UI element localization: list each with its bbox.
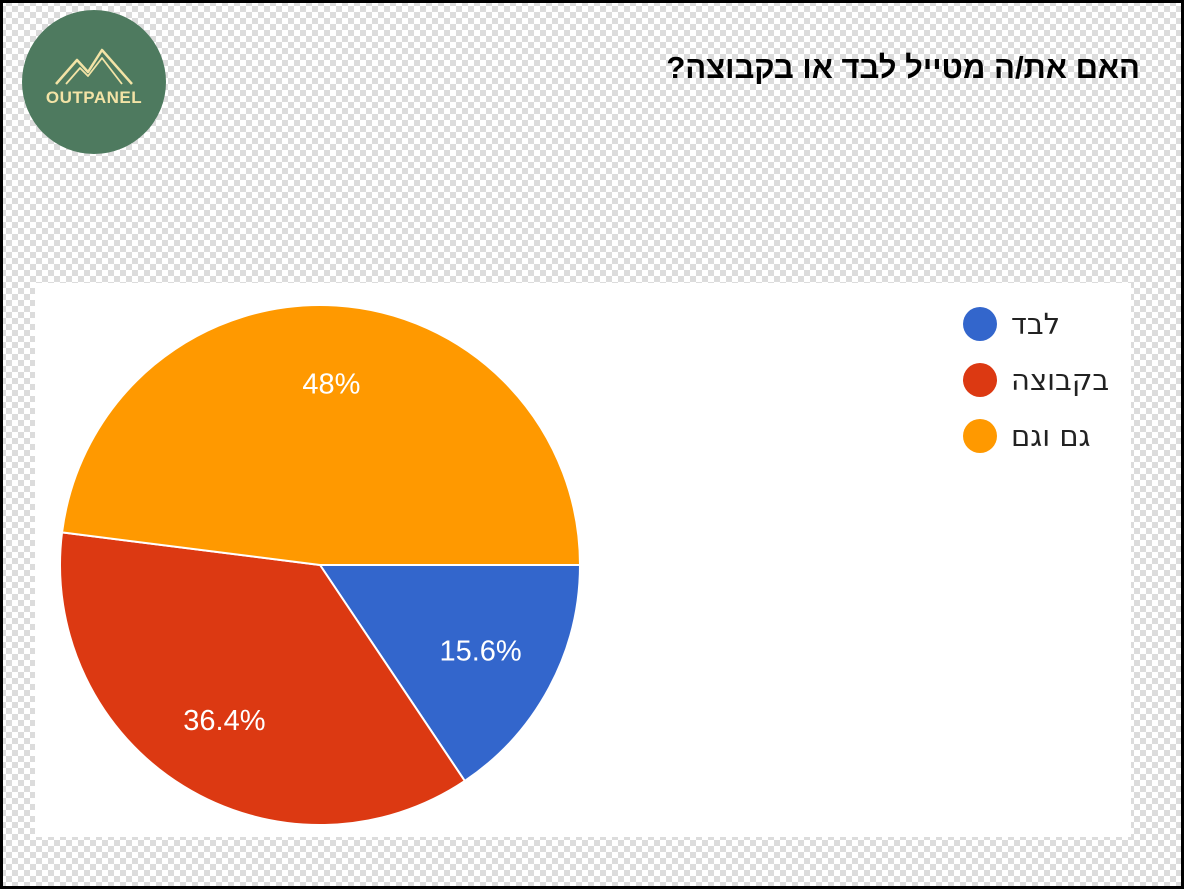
- legend-swatch: [963, 419, 997, 453]
- legend-swatch: [963, 363, 997, 397]
- legend-item-2: גם וגם: [963, 417, 1123, 473]
- pie-slice-label-2: 48%: [302, 368, 360, 400]
- mountain-icon: [55, 48, 133, 85]
- legend-swatch: [963, 307, 997, 341]
- chart-panel: 15.6% 36.4% 48% לבד בקבוצה גם וגם: [35, 283, 1131, 837]
- legend-label: בקבוצה: [1011, 363, 1110, 397]
- pie-slice-0: [318, 564, 582, 783]
- pie-slice-label-0: 15.6%: [439, 636, 521, 668]
- legend-item-0: לבד: [963, 305, 1123, 361]
- pie-slice-2: [60, 304, 582, 566]
- pie-chart: 15.6% 36.4% 48%: [59, 304, 582, 826]
- logo-text: OUTPANEL: [45, 88, 143, 107]
- pie-slice-1: [59, 531, 467, 826]
- chart-title: האם את/ה מטייל לבד או בקבוצה?: [666, 50, 1140, 85]
- chart-legend: לבד בקבוצה גם וגם: [963, 305, 1123, 473]
- outpanel-logo: OUTPANEL: [22, 10, 166, 154]
- legend-label: לבד: [1011, 307, 1061, 341]
- legend-item-1: בקבוצה: [963, 361, 1123, 417]
- pie-slice-label-1: 36.4%: [183, 705, 265, 737]
- legend-label: גם וגם: [1011, 419, 1091, 453]
